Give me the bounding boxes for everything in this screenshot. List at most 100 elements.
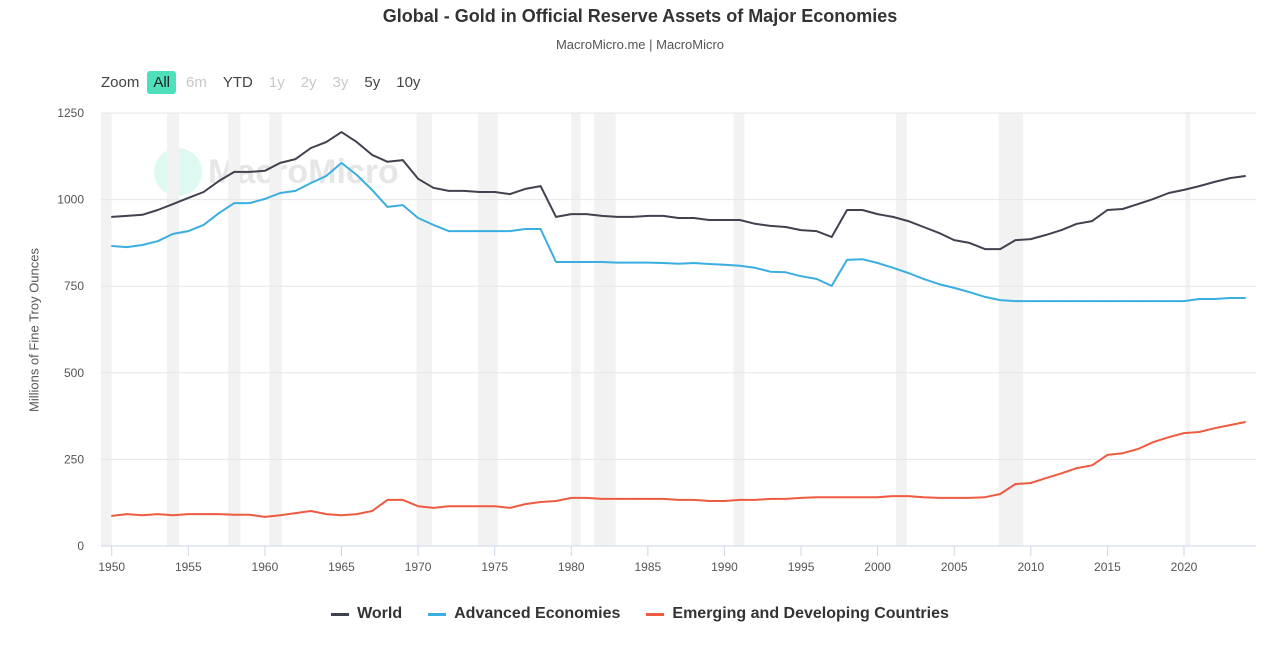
data-point [708, 219, 710, 221]
legend-item-world[interactable]: World [331, 605, 402, 623]
data-point [1183, 189, 1185, 191]
x-tick-label: 1970 [405, 560, 432, 574]
data-point [662, 262, 664, 264]
y-tick-label: 1250 [57, 106, 84, 120]
data-point [126, 246, 128, 248]
legend-item-emerging-developing[interactable]: Emerging and Developing Countries [646, 605, 949, 623]
data-point [754, 499, 756, 501]
data-point [401, 159, 404, 161]
data-point [1167, 436, 1170, 439]
data-point [570, 213, 573, 215]
data-point [1137, 300, 1139, 302]
data-point [401, 204, 404, 206]
x-tick-label: 1960 [252, 560, 279, 574]
data-point [892, 267, 894, 269]
legend-swatch-emerging-developing [646, 612, 665, 616]
data-point [126, 513, 128, 515]
legend-label-world: World [357, 605, 403, 622]
data-point [386, 499, 389, 501]
shaded-period [228, 113, 241, 546]
data-point [800, 275, 802, 277]
data-point [1137, 203, 1139, 205]
data-point [585, 261, 588, 263]
data-point [601, 261, 603, 263]
data-point [325, 141, 327, 143]
y-tick-label: 750 [64, 279, 84, 293]
data-point [647, 498, 649, 500]
data-point [708, 500, 710, 502]
data-point [524, 503, 527, 505]
data-point [631, 216, 634, 218]
zoom-button-10y[interactable]: 10y [396, 74, 421, 91]
data-point [892, 216, 894, 218]
data-point [172, 233, 174, 235]
data-point [846, 259, 848, 261]
data-point [463, 190, 465, 192]
data-point [156, 513, 159, 515]
zoom-button-ytd[interactable]: YTD [222, 74, 253, 91]
data-point [1244, 297, 1247, 299]
shaded-period [571, 113, 581, 546]
data-point [141, 214, 144, 216]
data-point [953, 497, 956, 499]
legend-swatch-advanced-economies [428, 612, 447, 616]
data-point [524, 228, 527, 230]
data-point [769, 270, 772, 273]
data-point [539, 228, 542, 230]
zoom-button-2y[interactable]: 2y [300, 74, 317, 91]
data-point [1167, 300, 1170, 302]
legend: World Advanced Economies Emerging and De… [0, 605, 1280, 623]
data-point [447, 505, 450, 507]
data-point [999, 248, 1001, 250]
y-tick-label: 1000 [57, 193, 84, 207]
data-point [1014, 300, 1017, 302]
data-point [478, 191, 481, 193]
data-point [616, 261, 619, 264]
data-point [1091, 464, 1093, 467]
zoom-button-3y[interactable]: 3y [332, 74, 349, 91]
data-point [922, 226, 925, 228]
x-tick-label: 2005 [941, 560, 968, 574]
data-point [1106, 209, 1109, 211]
data-point [784, 226, 787, 228]
data-point [371, 510, 373, 512]
zoom-button-5y[interactable]: 5y [364, 74, 381, 91]
shaded-period [594, 113, 616, 546]
x-tick-label: 2020 [1171, 560, 1198, 574]
zoom-button-1y[interactable]: 1y [268, 74, 285, 91]
x-tick-label: 1980 [558, 560, 585, 574]
shaded-period [1185, 113, 1191, 546]
data-point [922, 496, 925, 498]
data-point [999, 493, 1001, 495]
data-point [738, 219, 741, 221]
zoom-button-all[interactable]: All [147, 71, 177, 94]
data-point [815, 278, 818, 280]
data-point [1060, 229, 1063, 231]
data-point [1213, 427, 1216, 430]
data-point [156, 209, 159, 211]
data-point [325, 175, 327, 177]
data-point [693, 217, 695, 219]
data-point [386, 206, 389, 208]
data-point [815, 230, 818, 232]
zoom-button-6m[interactable]: 6m [186, 74, 207, 91]
data-point [509, 230, 511, 232]
data-point [876, 213, 879, 215]
data-point [539, 185, 542, 187]
data-point [386, 161, 389, 163]
data-point [968, 291, 971, 293]
legend-item-advanced-economies[interactable]: Advanced Economies [428, 605, 620, 623]
data-point [126, 215, 128, 217]
data-point [110, 245, 113, 247]
zoom-label: Zoom [101, 74, 140, 91]
data-point [1137, 448, 1139, 450]
data-point [1229, 424, 1231, 426]
data-point [907, 495, 910, 497]
data-point [830, 496, 833, 498]
x-tick-label: 1995 [788, 560, 815, 574]
data-point [264, 170, 266, 172]
data-point [616, 498, 619, 500]
data-point [356, 141, 358, 143]
data-point [1198, 431, 1201, 433]
data-point [1014, 239, 1017, 241]
